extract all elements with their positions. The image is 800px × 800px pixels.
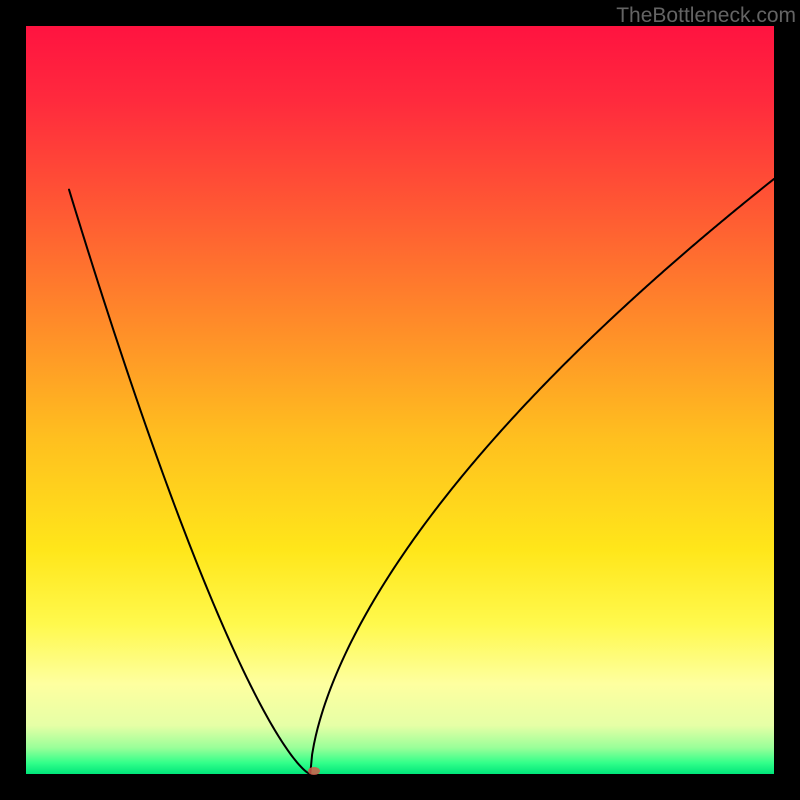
watermark-text: TheBottleneck.com	[616, 4, 796, 27]
chart-stage: TheBottleneck.com	[0, 0, 800, 800]
gradient-panel	[26, 26, 774, 774]
min-marker	[308, 767, 320, 775]
